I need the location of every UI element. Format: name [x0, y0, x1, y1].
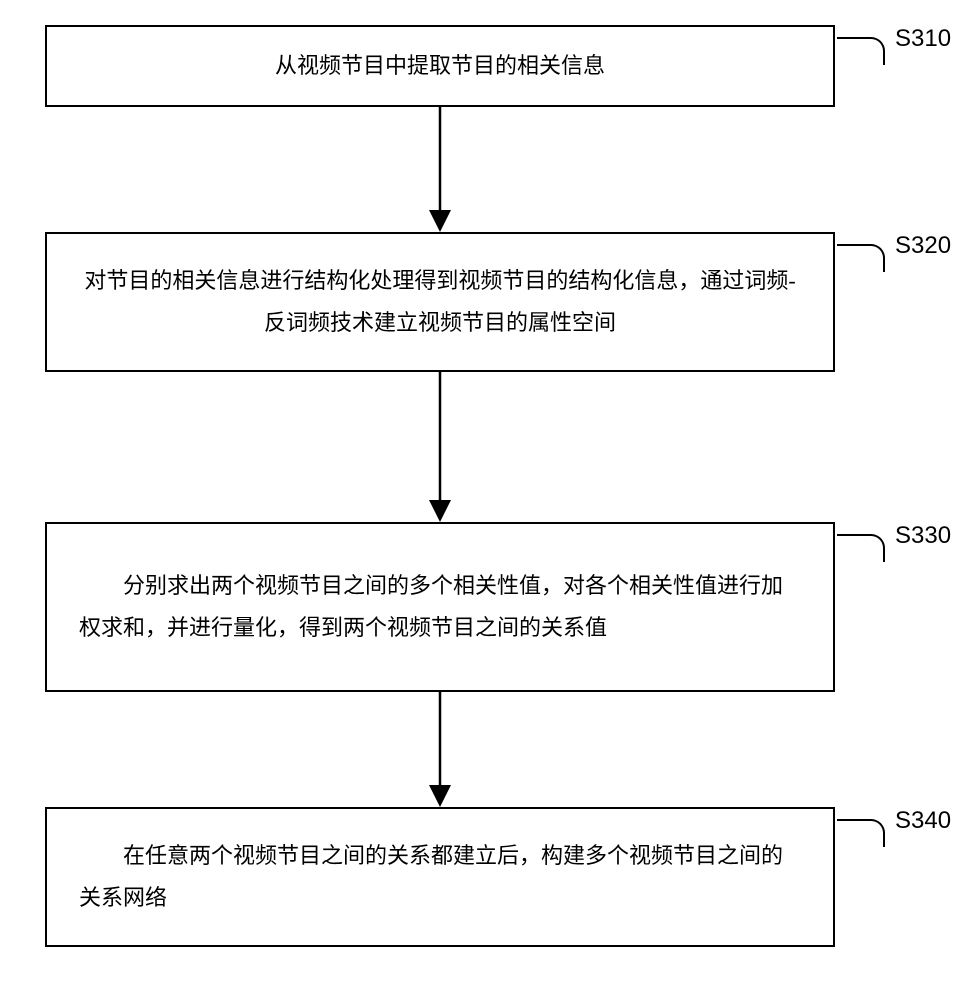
- arrow-down-icon: [425, 372, 455, 522]
- flow-step-s310: 从视频节目中提取节目的相关信息 S310: [45, 25, 835, 107]
- step-label: S320: [895, 230, 951, 260]
- flow-arrow: [45, 692, 835, 807]
- step-label: S310: [895, 23, 951, 53]
- label-connector: [837, 534, 885, 562]
- step-label: S340: [895, 805, 951, 835]
- flowchart-container: 从视频节目中提取节目的相关信息 S310 对节目的相关信息进行结构化处理得到视频…: [45, 25, 925, 947]
- step-label: S330: [895, 520, 951, 550]
- step-text: 对节目的相关信息进行结构化处理得到视频节目的结构化信息，通过词频-反词频技术建立…: [79, 260, 801, 344]
- flow-arrow: [45, 372, 835, 522]
- step-label-callout: S320: [837, 230, 951, 260]
- step-text: 分别求出两个视频节目之间的多个相关性值，对各个相关性值进行加权求和，并进行量化，…: [79, 565, 801, 649]
- step-label-callout: S310: [837, 23, 951, 53]
- label-connector: [837, 244, 885, 272]
- label-connector: [837, 37, 885, 65]
- flow-arrow: [45, 107, 835, 232]
- step-label-callout: S330: [837, 520, 951, 550]
- arrow-down-icon: [425, 692, 455, 807]
- label-connector: [837, 819, 885, 847]
- arrow-down-icon: [425, 107, 455, 232]
- flow-step-s320: 对节目的相关信息进行结构化处理得到视频节目的结构化信息，通过词频-反词频技术建立…: [45, 232, 835, 372]
- step-text: 在任意两个视频节目之间的关系都建立后，构建多个视频节目之间的关系网络: [79, 835, 801, 919]
- step-text: 从视频节目中提取节目的相关信息: [79, 45, 801, 87]
- flow-step-s330: 分别求出两个视频节目之间的多个相关性值，对各个相关性值进行加权求和，并进行量化，…: [45, 522, 835, 692]
- step-label-callout: S340: [837, 805, 951, 835]
- flow-step-s340: 在任意两个视频节目之间的关系都建立后，构建多个视频节目之间的关系网络 S340: [45, 807, 835, 947]
